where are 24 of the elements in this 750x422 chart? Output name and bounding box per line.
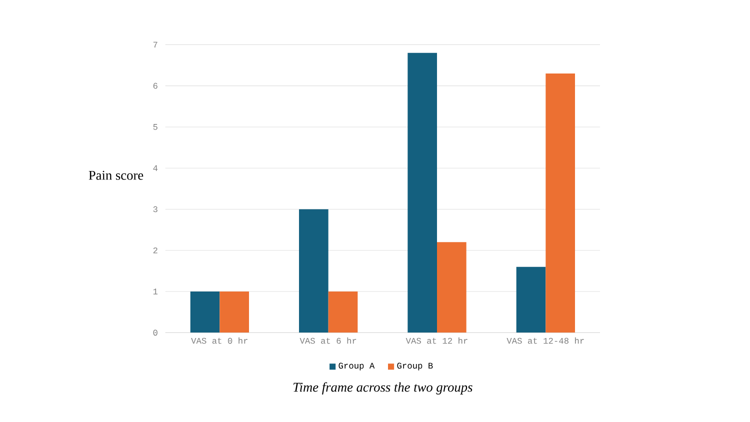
bar <box>190 292 220 333</box>
x-tick-label: VAS at 12-48 hr <box>506 337 584 344</box>
y-tick-label: 7 <box>153 42 158 48</box>
bar <box>546 73 575 333</box>
y-tick-label: 6 <box>153 82 158 89</box>
y-tick-label: 1 <box>153 288 158 294</box>
y-axis-title: Pain score <box>88 170 144 180</box>
x-tick-label: VAS at 12 hr <box>406 337 468 344</box>
bar <box>437 242 466 333</box>
legend-label: Group B <box>397 362 433 370</box>
y-tick-label: 2 <box>153 247 158 254</box>
bar <box>408 52 437 333</box>
bar <box>328 292 358 333</box>
x-axis-title: Time frame across the two groups <box>293 382 472 394</box>
y-tick-label: 5 <box>153 124 158 130</box>
x-tick-label: VAS at 0 hr <box>191 337 248 344</box>
x-tick-label: VAS at 6 hr <box>300 337 356 344</box>
bar <box>299 209 328 333</box>
y-tick-label: 4 <box>153 165 158 171</box>
y-tick-label: 3 <box>153 206 158 212</box>
y-tick-label: 0 <box>153 330 158 336</box>
legend-label: Group A <box>338 362 375 370</box>
bar <box>516 266 546 333</box>
bar <box>220 292 250 333</box>
